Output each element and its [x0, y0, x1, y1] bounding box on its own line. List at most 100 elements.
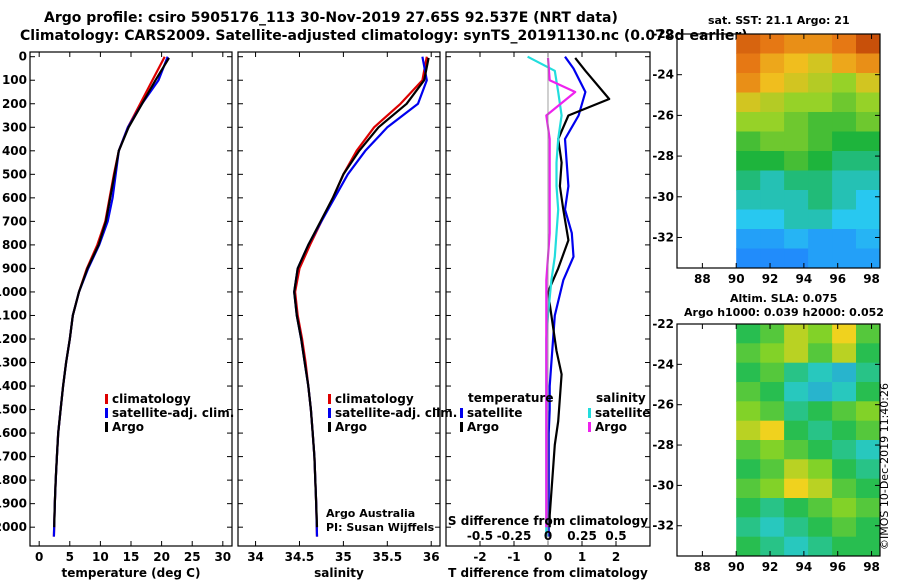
temperature-legend-label: climatology — [112, 392, 191, 406]
sst_map-cell — [808, 112, 833, 132]
sst_map-cell — [760, 190, 785, 210]
temperature-xtick-label: 25 — [184, 550, 201, 564]
depth-tick-label: 900 — [2, 261, 27, 275]
sst_map-cell — [808, 151, 833, 171]
sst_map-cell — [832, 170, 857, 191]
sla_map-cell — [784, 478, 809, 499]
temperature-legend-label: Argo — [112, 420, 144, 434]
sla_map-cell — [760, 440, 785, 460]
difference-xtick-label: 1 — [578, 550, 586, 564]
sst_map-cell — [808, 73, 833, 93]
sst_map-cell — [736, 112, 761, 132]
sst_map-cell — [784, 73, 809, 93]
diff-legend-swatch — [460, 408, 463, 418]
diff-legend-label: satellite — [467, 406, 522, 420]
sst_map-cell — [832, 112, 857, 132]
sla-map-subtitle: Argo h1000: 0.039 h2000: 0.052 — [684, 306, 884, 319]
sla_map-cell — [832, 440, 857, 460]
plot-title-line2: Climatology: CARS2009. Satellite-adjuste… — [20, 28, 748, 44]
sla_map-cell — [856, 498, 881, 518]
sst_map-cell — [784, 112, 809, 132]
salinity-annotation: Argo Australia — [326, 507, 415, 520]
sla_map-cell — [832, 517, 857, 538]
depth-tick-label: 1400 — [0, 379, 27, 393]
sla_map-ytick-label: -26 — [652, 398, 674, 412]
sst_map-cell — [832, 229, 857, 249]
sla_map-cell — [760, 420, 785, 441]
sla_map-cell — [856, 382, 881, 402]
sst_map-cell — [784, 151, 809, 171]
sla_map-cell — [856, 420, 881, 441]
depth-tick-label: 1100 — [0, 308, 27, 322]
sst_map-cell — [736, 170, 761, 191]
sla_map-cell — [784, 536, 809, 557]
depth-tick-label: 1000 — [0, 285, 27, 299]
sla_map-cell — [736, 517, 761, 538]
sla_map-cell — [808, 459, 833, 480]
sla_map-cell — [808, 343, 833, 364]
sla_map-ytick-label: -24 — [652, 357, 674, 371]
sst_map-frame — [676, 33, 881, 269]
sla_map-cell — [760, 478, 785, 499]
sla_map-cell — [856, 343, 881, 364]
diff-s-tick-label: 0.5 — [605, 529, 626, 543]
sla_map-cell — [856, 324, 881, 344]
sla_map-cell — [832, 343, 857, 364]
salinity-series-argo — [293, 57, 430, 528]
sst_map-cell — [736, 209, 761, 230]
salinity-legend-label: Argo — [335, 420, 367, 434]
sla_map-cell — [760, 362, 785, 383]
temperature-legend-swatch — [105, 422, 108, 432]
sst_map-xtick-label: 90 — [728, 272, 745, 286]
sla_map-cell — [736, 343, 761, 364]
sla_map-cell — [760, 517, 785, 538]
difference-xtick-label: 0 — [544, 550, 552, 564]
salinity-legend-label: climatology — [335, 392, 414, 406]
sst_map-cell — [736, 190, 761, 210]
temperature-xtick-label: 0 — [35, 550, 43, 564]
sst_map-ytick-label: -30 — [652, 190, 674, 204]
sla_map-ytick-label: -30 — [652, 478, 674, 492]
sst_map-cell — [736, 151, 761, 171]
sst_map-ytick-label: -28 — [652, 149, 674, 163]
sla_map-cell — [808, 420, 833, 441]
sst_map-cell — [808, 209, 833, 230]
sla_map-frame — [676, 323, 881, 557]
sst_map-cell — [808, 170, 833, 191]
diff-legend-label: Argo — [595, 420, 627, 434]
depth-tick-label: 100 — [2, 73, 27, 87]
sla_map-cell — [736, 440, 761, 460]
sst_map-cell — [784, 92, 809, 113]
plot-title-line1: Argo profile: csiro 5905176_113 30-Nov-2… — [44, 10, 618, 26]
sst_map-cell — [832, 92, 857, 113]
sst_map-cell — [760, 170, 785, 191]
sla_map-cell — [832, 459, 857, 480]
sla_map-cell — [784, 517, 809, 538]
sst_map-cell — [856, 73, 881, 93]
sla_map-cell — [736, 459, 761, 480]
diff-top-xlabel: S difference from climatology — [448, 514, 648, 528]
sst_map-cell — [784, 170, 809, 191]
difference-xtick-label: -2 — [473, 550, 486, 564]
sst_map-cell — [736, 131, 761, 152]
diff-legend-swatch — [460, 422, 463, 432]
sst_map-cell — [760, 151, 785, 171]
salinity-legend-swatch — [328, 422, 331, 432]
salinity-xtick-label: 35.5 — [372, 550, 402, 564]
salinity-xtick-label: 36 — [423, 550, 440, 564]
sla_map-cell — [808, 478, 833, 499]
depth-tick-label: 1800 — [0, 473, 27, 487]
temperature-xlabel: temperature (deg C) — [62, 566, 201, 580]
sst_map-cell — [760, 112, 785, 132]
sst_map-cell — [736, 248, 761, 269]
sst_map-cell — [760, 53, 785, 74]
sst_map-cell — [856, 131, 881, 152]
sla_map-cell — [784, 420, 809, 441]
sla_map-cell — [856, 459, 881, 480]
difference-series-t-satellite — [547, 56, 587, 537]
sst_map-cell — [760, 131, 785, 152]
sst_map-cell — [736, 53, 761, 74]
sla_map-cell — [808, 517, 833, 538]
sst_map-cell — [856, 248, 881, 269]
sst_map-cell — [736, 92, 761, 113]
